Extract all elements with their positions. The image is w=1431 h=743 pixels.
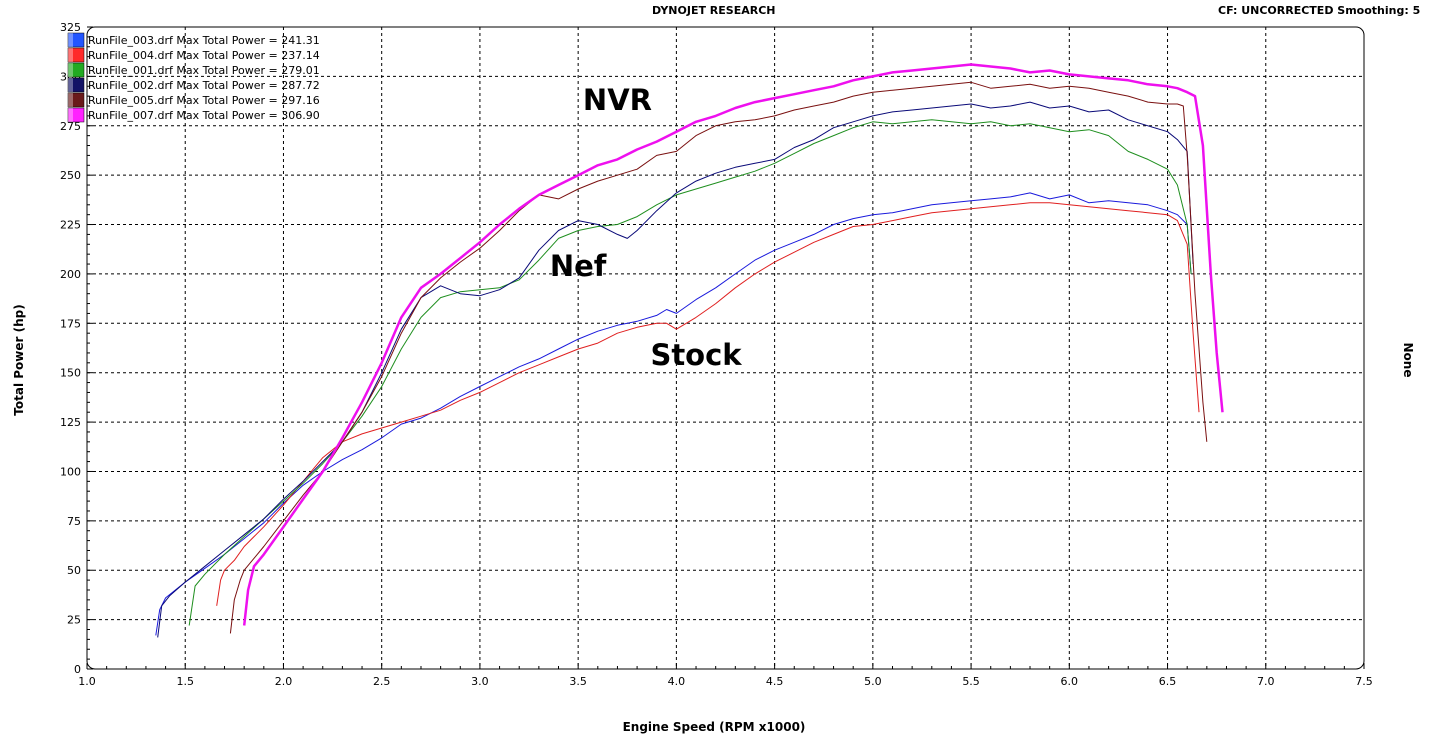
x-tick-label: 6.5 [1159, 675, 1177, 688]
legend: RunFile_003.drf Max Total Power = 241.31… [67, 32, 320, 123]
chart-header-title: DYNOJET RESEARCH [652, 4, 776, 17]
x-tick-label: 7.0 [1257, 675, 1275, 688]
gridlines [87, 27, 1364, 669]
x-tick-label: 3.5 [569, 675, 587, 688]
y-tick-label: 150 [60, 367, 81, 380]
legend-entry: RunFile_004.drf Max Total Power = 237.14 [88, 49, 320, 62]
x-tick-label: 1.5 [176, 675, 194, 688]
y-tick-label: 25 [67, 614, 81, 627]
legend-swatch-shine [68, 48, 73, 62]
legend-entry: RunFile_007.drf Max Total Power = 306.90 [88, 109, 320, 122]
series-lines [155, 63, 1224, 638]
plot-frame [86, 26, 1365, 670]
series-line-2 [216, 202, 1200, 606]
x-tick-label: 2.0 [275, 675, 293, 688]
legend-swatch [67, 32, 85, 48]
y-tick-label: 275 [60, 120, 81, 133]
annotation-label: NVR [583, 83, 652, 117]
annotations: NVR Nef Stock [550, 83, 742, 372]
y-tick-label: 200 [60, 268, 81, 281]
x-axis-ticks: 1.0 1.5 2.0 2.5 3.0 3.5 4.0 4.5 5.0 5.5 6.0 6.5 7.0 7… [78, 663, 1373, 688]
y-tick-label: 125 [60, 416, 81, 429]
y-tick-label: 50 [67, 564, 81, 577]
legend-entry: RunFile_002.drf Max Total Power = 287.72 [88, 79, 320, 92]
legend-swatch [67, 47, 85, 63]
x-tick-label: 6.0 [1061, 675, 1079, 688]
annotation-label: Nef [550, 249, 607, 283]
legend-swatch [67, 77, 85, 93]
series-line-4 [157, 101, 1194, 638]
y-axis-ticks: 0255075100125150175200225250275300325 [60, 21, 93, 676]
y-tick-label: 75 [67, 515, 81, 528]
legend-swatch-shine [68, 93, 73, 107]
legend-swatch [67, 62, 85, 78]
y-axis-label: Total Power (hp) [12, 304, 26, 415]
legend-swatch-shine [68, 63, 73, 77]
y-tick-label: 250 [60, 169, 81, 182]
x-tick-label: 3.0 [471, 675, 489, 688]
annotation-label: Stock [650, 338, 742, 372]
series-line-1 [155, 192, 1192, 636]
legend-entry: RunFile_001.drf Max Total Power = 279.01 [88, 64, 320, 77]
legend-swatch-shine [68, 108, 73, 122]
right-axis-label: None [1401, 343, 1415, 378]
y-tick-label: 225 [60, 219, 81, 232]
y-tick-label: 100 [60, 465, 81, 478]
legend-entry: RunFile_005.drf Max Total Power = 297.16 [88, 94, 320, 107]
y-tick-label: 0 [74, 663, 81, 676]
x-tick-label: 2.5 [373, 675, 391, 688]
x-tick-label: 7.5 [1355, 675, 1373, 688]
legend-swatch-shine [68, 78, 73, 92]
x-tick-label: 5.5 [962, 675, 980, 688]
chart-header-info: CF: UNCORRECTED Smoothing: 5 [1218, 4, 1421, 17]
series-line-5 [229, 81, 1208, 634]
y-tick-label: 175 [60, 317, 81, 330]
x-axis-label: Engine Speed (RPM x1000) [623, 720, 806, 734]
x-tick-label: 5.0 [864, 675, 882, 688]
legend-entry: RunFile_003.drf Max Total Power = 241.31 [88, 34, 320, 47]
legend-swatch-shine [68, 33, 73, 47]
x-tick-label: 4.0 [668, 675, 686, 688]
series-line-6 [242, 63, 1224, 626]
x-tick-label: 1.0 [78, 675, 96, 688]
x-tick-label: 4.5 [766, 675, 784, 688]
y-tick-label: 325 [60, 21, 81, 34]
legend-swatch [67, 107, 85, 123]
legend-swatch [67, 92, 85, 108]
